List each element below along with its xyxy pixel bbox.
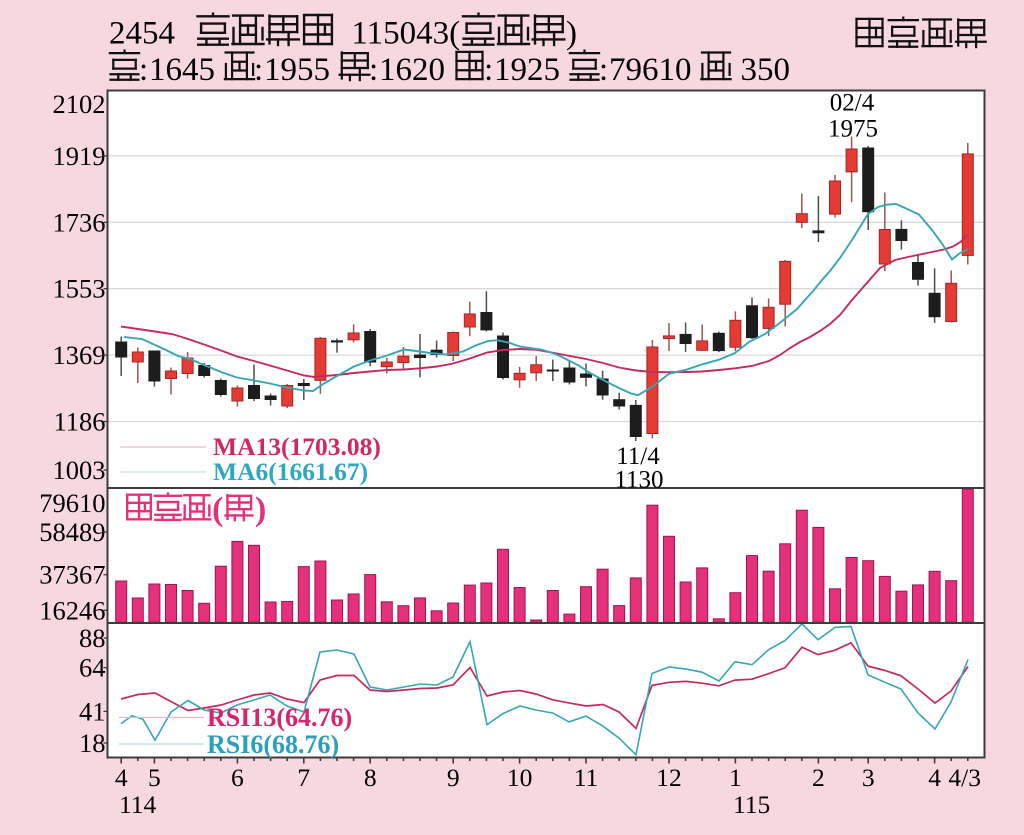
svg-text:9: 9 xyxy=(447,763,460,792)
svg-text:1925: 1925 xyxy=(494,52,560,88)
svg-text:11: 11 xyxy=(574,763,599,792)
svg-text:(: ( xyxy=(212,491,223,528)
svg-text:2454: 2454 xyxy=(109,16,175,52)
svg-text:1186: 1186 xyxy=(53,407,105,437)
svg-text:3: 3 xyxy=(862,763,875,792)
svg-text:4/3: 4/3 xyxy=(948,763,981,792)
svg-text:1645: 1645 xyxy=(149,52,215,88)
svg-text:1919: 1919 xyxy=(53,141,106,171)
svg-text:02/4: 02/4 xyxy=(830,90,875,117)
svg-text:1: 1 xyxy=(729,763,742,792)
svg-text:): ) xyxy=(566,16,577,52)
svg-text:18: 18 xyxy=(79,728,106,758)
svg-text:): ) xyxy=(255,491,266,528)
svg-text:115043(: 115043( xyxy=(351,16,460,52)
svg-text:64: 64 xyxy=(79,653,106,683)
svg-text:1003: 1003 xyxy=(53,455,106,485)
svg-text:5: 5 xyxy=(148,763,161,792)
svg-text:MA6(1661.67): MA6(1661.67) xyxy=(213,457,368,486)
svg-text:41: 41 xyxy=(79,696,106,726)
svg-text:MA13(1703.08): MA13(1703.08) xyxy=(213,432,381,461)
svg-text:1130: 1130 xyxy=(614,467,663,494)
svg-text:114: 114 xyxy=(119,790,157,819)
svg-text:7: 7 xyxy=(297,763,310,792)
svg-text:37367: 37367 xyxy=(39,560,105,590)
svg-text:10: 10 xyxy=(507,763,533,792)
svg-text:2: 2 xyxy=(812,763,825,792)
svg-text::: : xyxy=(139,52,148,88)
svg-text:12: 12 xyxy=(656,763,682,792)
svg-text:79610: 79610 xyxy=(609,52,692,88)
svg-text:11/4: 11/4 xyxy=(616,443,660,470)
svg-text:115: 115 xyxy=(733,790,770,819)
svg-text:1369: 1369 xyxy=(53,340,106,370)
svg-text:1553: 1553 xyxy=(53,274,106,304)
svg-text:4: 4 xyxy=(115,763,128,792)
svg-text:4: 4 xyxy=(928,763,941,792)
svg-text:1620: 1620 xyxy=(379,52,445,88)
svg-text:350: 350 xyxy=(741,52,791,88)
svg-text:RSI6(68.76): RSI6(68.76) xyxy=(207,730,339,759)
svg-text:1736: 1736 xyxy=(53,207,106,237)
svg-text:1975: 1975 xyxy=(828,116,878,143)
svg-text:1955: 1955 xyxy=(264,52,330,88)
svg-text::: : xyxy=(254,52,263,88)
svg-text::: : xyxy=(599,52,608,88)
svg-text:2102: 2102 xyxy=(53,89,106,119)
svg-text:58489: 58489 xyxy=(39,517,105,547)
svg-text::: : xyxy=(369,52,378,88)
svg-text:8: 8 xyxy=(364,763,377,792)
svg-text:RSI13(64.76): RSI13(64.76) xyxy=(207,703,352,732)
svg-text:88: 88 xyxy=(79,623,106,653)
svg-text:16246: 16246 xyxy=(39,595,105,625)
svg-text:6: 6 xyxy=(231,763,244,792)
svg-text:79610: 79610 xyxy=(39,488,105,518)
svg-text::: : xyxy=(484,52,493,88)
